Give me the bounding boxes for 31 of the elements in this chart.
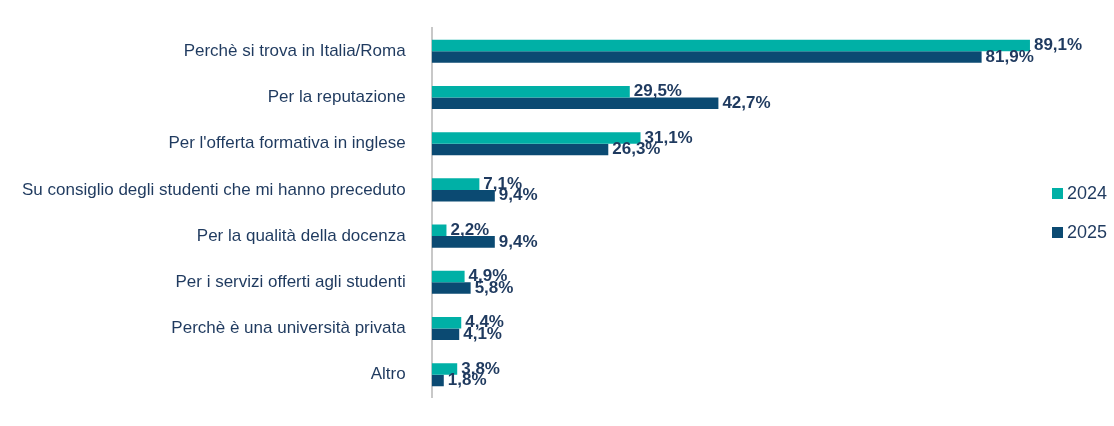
legend-label: 2025	[1067, 222, 1108, 243]
bar	[431, 97, 719, 110]
data-label: 2,2%	[450, 220, 490, 240]
data-label: 9,4%	[498, 231, 538, 251]
bar	[431, 224, 447, 237]
y-tick-label: Perchè si trova in Italia/Roma	[183, 40, 407, 60]
bar	[431, 236, 495, 248]
y-tick-label: Altro	[370, 364, 406, 384]
legend-label: 2024	[1067, 183, 1108, 204]
bar	[431, 85, 630, 98]
y-tick-label: Per la reputazione	[267, 87, 406, 107]
bar	[431, 270, 465, 283]
y-tick-label: Per la qualità della docenza	[196, 225, 407, 245]
data-label: 81,9%	[985, 46, 1034, 66]
data-label: 29,5%	[633, 81, 682, 101]
y-tick-label: Per i servizi offerti agli studenti	[175, 271, 406, 291]
bar	[431, 39, 1030, 52]
y-tick-label: Per l'offerta formativa in inglese	[168, 133, 406, 153]
bar	[431, 143, 609, 156]
bar	[431, 282, 471, 294]
bar	[431, 363, 458, 375]
data-label: 42,7%	[722, 92, 771, 112]
y-tick-label: Perchè è una università privata	[171, 318, 407, 338]
bar	[431, 316, 462, 329]
bar	[431, 51, 982, 63]
y-tick-label: Su consiglio degli studenti che mi hanno preceduto	[21, 179, 406, 199]
bar	[431, 178, 480, 190]
bar	[431, 328, 460, 341]
data-label: 89,1%	[1033, 35, 1083, 55]
bar	[431, 374, 444, 387]
bar	[431, 132, 641, 144]
